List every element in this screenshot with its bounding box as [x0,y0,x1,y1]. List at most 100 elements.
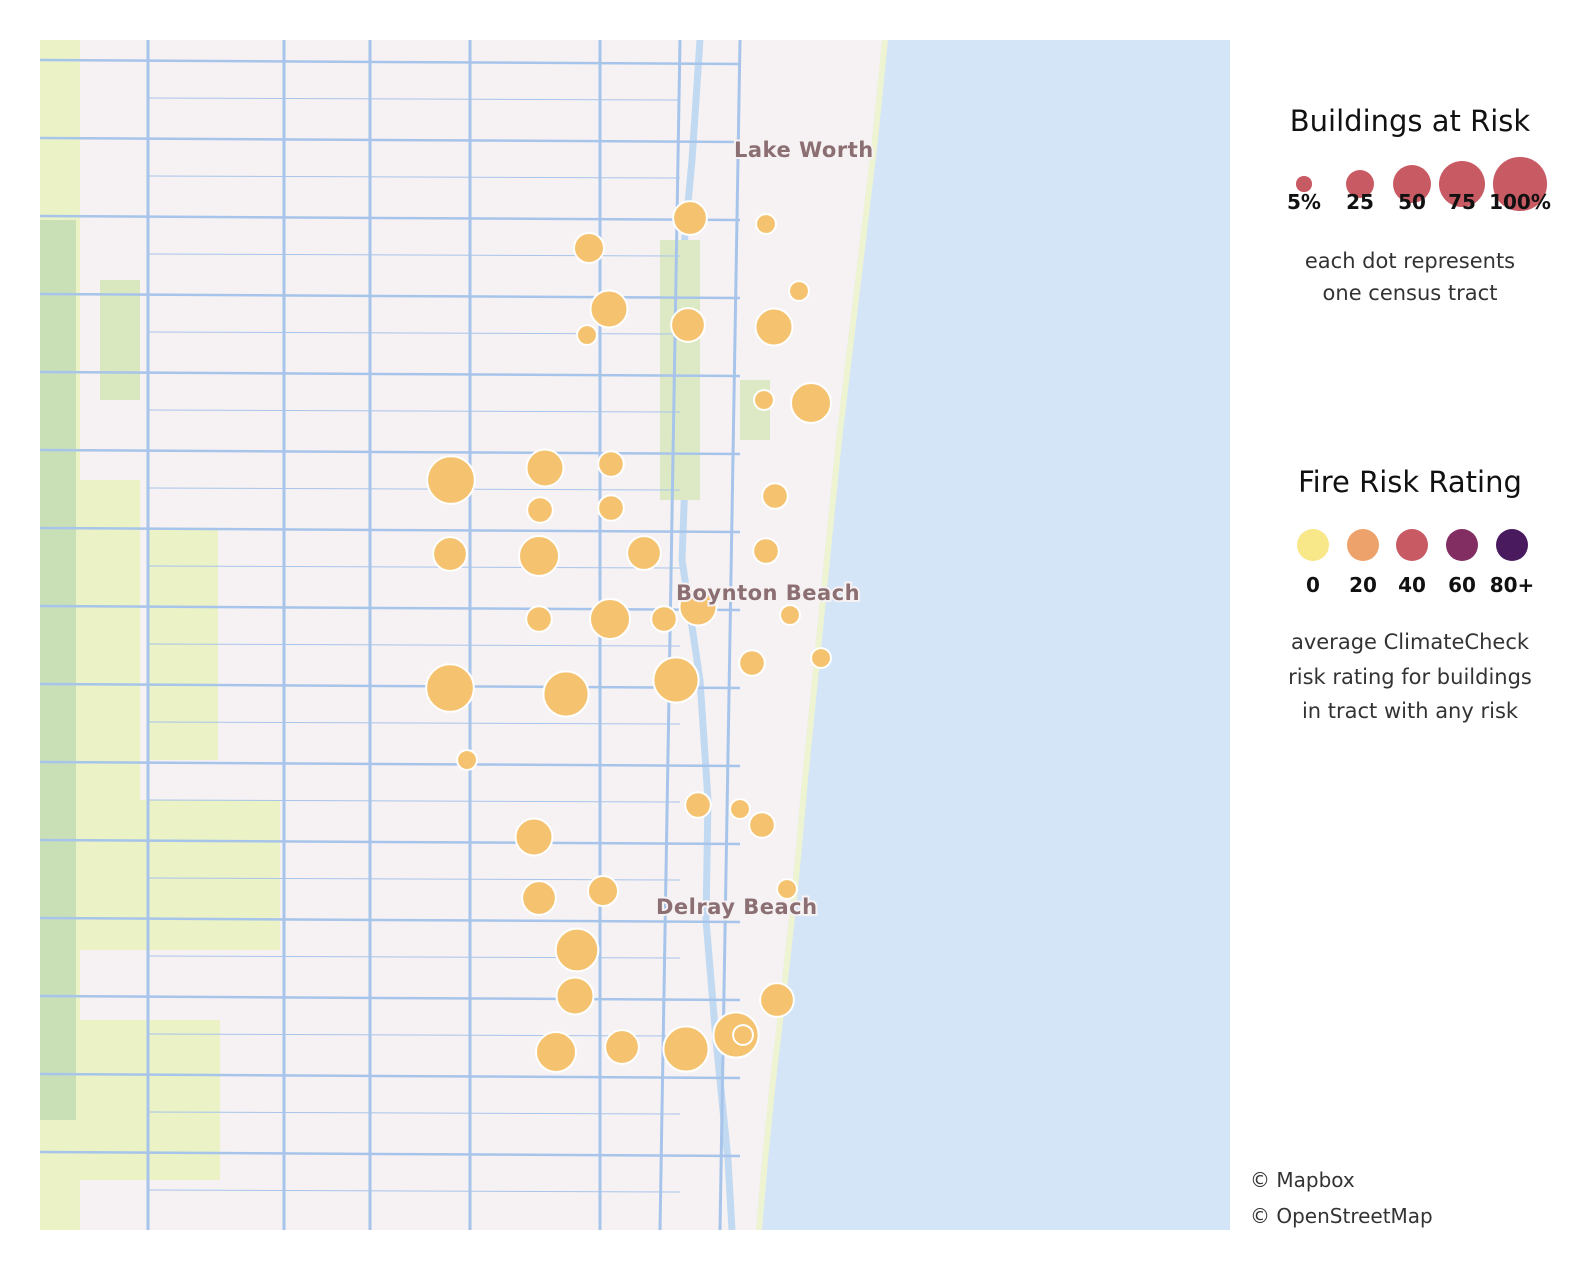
road [147,1111,681,1115]
color-legend-swatch [1446,529,1478,561]
park-area [660,240,700,500]
size-legend-note: each dot represents one census tract [1240,246,1580,309]
park-area [100,280,140,400]
census-tract-dot[interactable] [554,927,600,973]
census-tract-dot[interactable] [525,448,565,488]
color-legend-label: 0 [1306,573,1320,597]
road [40,1150,741,1158]
color-legend-note: average ClimateCheck risk rating for bui… [1240,625,1580,729]
census-tract-dot[interactable] [684,791,712,819]
road [40,838,741,846]
census-tract-dot[interactable] [425,663,475,713]
census-tract-dot[interactable] [525,605,553,633]
census-tract-dot[interactable] [776,878,798,900]
census-tract-dot[interactable] [521,880,557,916]
road [147,1189,681,1193]
park-area [148,530,218,760]
census-tract-dot[interactable] [432,536,468,572]
road [147,409,681,413]
census-tract-dot[interactable] [572,231,606,265]
size-legend-label: 25 [1346,190,1374,214]
census-tract-dot[interactable] [597,494,625,522]
color-legend-swatch [1297,529,1329,561]
park-area [80,480,140,860]
census-tract-dot[interactable] [526,496,554,524]
census-tract-dot[interactable] [761,482,789,510]
road [147,97,681,101]
road [40,448,741,456]
park-area [80,800,280,950]
census-tract-dot[interactable] [672,200,708,236]
road [147,643,681,647]
road [40,214,741,222]
census-tract-dot[interactable] [542,670,590,718]
size-legend-dot [1345,169,1375,199]
size-legend-dot [1438,160,1486,208]
road [147,877,681,881]
attribution-mapbox[interactable]: © Mapbox [1250,1168,1355,1192]
census-tract-dot[interactable] [626,535,662,571]
census-tract-dot[interactable] [755,213,777,235]
census-tract-dot[interactable] [729,798,751,820]
size-legend-label: 5% [1287,190,1321,214]
census-tract-dot[interactable] [586,874,620,908]
census-tract-dot[interactable] [752,537,780,565]
census-tract-dot[interactable] [518,535,560,577]
census-tract-dot[interactable] [589,289,629,329]
census-tract-dot[interactable] [759,982,795,1018]
road [40,136,741,144]
road [658,40,682,1230]
size-legend-label: 75 [1448,190,1476,214]
census-tract-dot[interactable] [754,307,794,347]
census-tract-dot[interactable] [604,1029,640,1065]
census-tract-dot[interactable] [788,280,810,302]
road [147,1033,681,1037]
road [40,916,741,924]
size-legend-note-line: each dot represents [1304,249,1516,273]
census-tract-dot[interactable] [589,598,631,640]
census-tract-dot[interactable] [790,382,832,424]
size-legend-label: 50 [1398,190,1426,214]
census-tract-dot[interactable] [748,811,776,839]
census-tract-dot[interactable] [678,587,718,627]
census-tract-dot[interactable] [779,604,801,626]
road [147,721,681,725]
road [40,760,741,768]
map-canvas[interactable]: Lake Worth Boynton Beach Delray Beach [40,40,1230,1230]
place-label-delray-beach: Delray Beach [656,895,818,919]
census-tract-dot[interactable] [753,389,775,411]
census-tract-dot[interactable] [456,749,478,771]
census-tract-dot[interactable] [738,649,766,677]
census-tract-dot[interactable] [535,1031,577,1073]
census-tract-dot[interactable] [650,605,678,633]
basemap: Lake Worth Boynton Beach Delray Beach [40,40,1230,1230]
legend-title-fire-risk-rating: Fire Risk Rating [1298,465,1522,499]
road [40,526,741,534]
road [40,370,741,378]
census-tract-dot[interactable] [810,647,832,669]
road [40,682,741,690]
attribution-openstreetmap[interactable]: © OpenStreetMap [1250,1204,1433,1228]
census-tract-dot[interactable] [555,976,595,1016]
road [40,994,741,1002]
size-legend-dot [1296,176,1312,192]
census-tract-dot[interactable] [670,307,706,343]
census-tract-dot[interactable] [597,450,625,478]
size-legend-row: 5% 25 50 75 100% [1240,157,1580,234]
wetland-area [40,220,76,1120]
fire-risk-rating-legend: Fire Risk Rating 0 20 40 60 80+ average Clim… [1240,465,1580,729]
road [40,1072,741,1080]
census-tract-dot[interactable] [652,656,700,704]
census-tract-dot[interactable] [514,817,554,857]
census-tract-dot[interactable] [662,1025,710,1073]
road [147,175,681,179]
census-tract-dot[interactable] [426,455,476,505]
color-legend-note-line: risk rating for buildings [1288,664,1532,689]
road [40,58,741,66]
color-legend-label: 60 [1448,573,1476,597]
census-tract-dot[interactable] [576,324,598,346]
ocean [756,40,1230,1230]
census-tract-dot[interactable] [732,1024,754,1046]
buildings-at-risk-legend: Buildings at Risk 5% 25 50 75 100% each dot … [1240,104,1580,309]
road [147,799,681,803]
